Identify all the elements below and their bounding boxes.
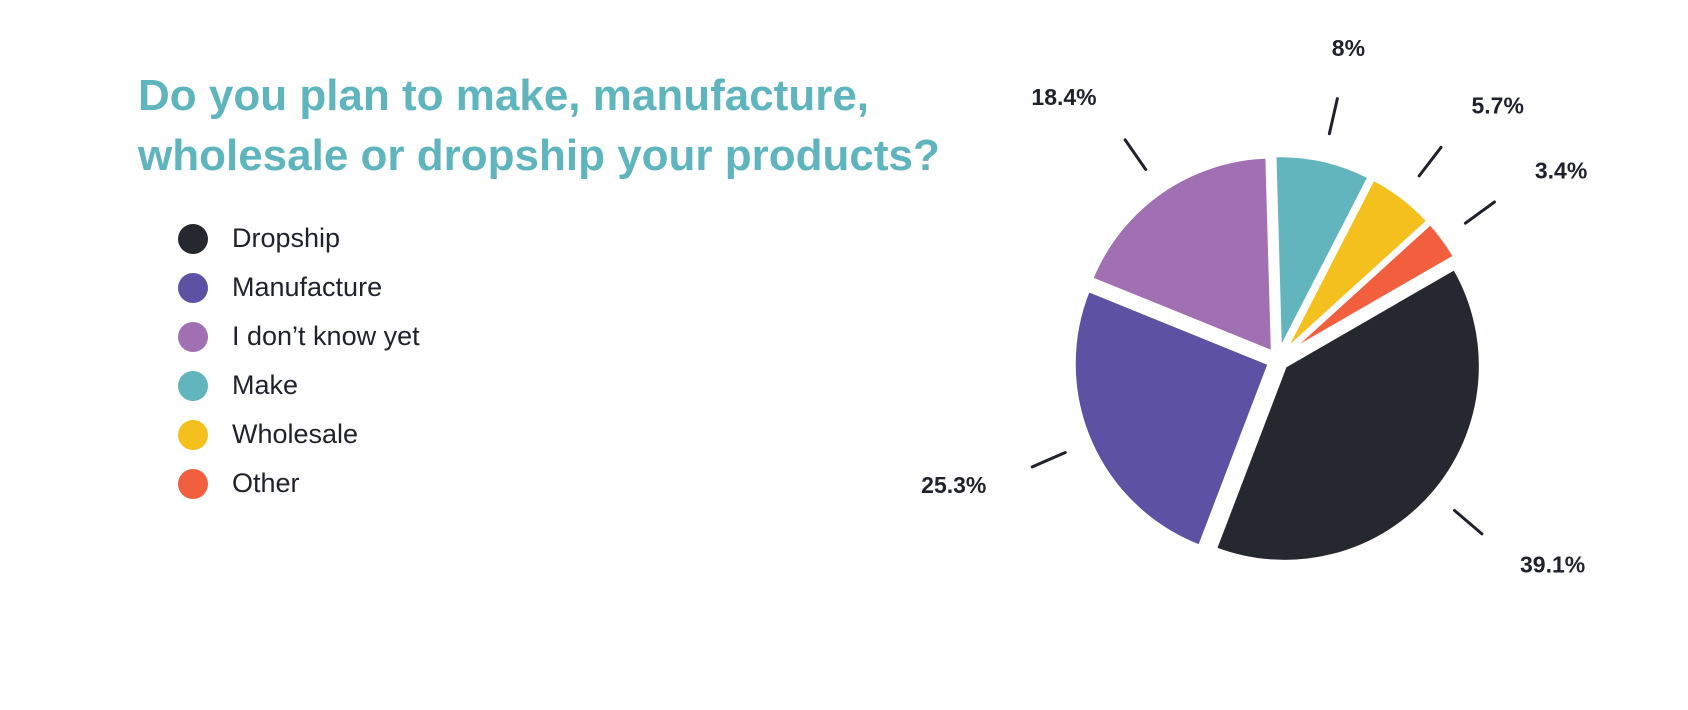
pie-slice-wholesale	[1281, 176, 1431, 355]
data-label-dropship: 39.1%	[1520, 551, 1585, 577]
leader-line-manufacture	[1030, 451, 1067, 469]
data-label-i-don-t-know-yet: 18.4%	[1031, 84, 1096, 110]
leader-line-i-don-t-know-yet	[1123, 138, 1148, 171]
legend-swatch-make	[178, 370, 208, 401]
data-label-manufacture: 25.3%	[921, 472, 986, 498]
legend-label-dont-know-yet: I don’t know yet	[232, 321, 420, 351]
legend-swatch-manufacture	[178, 272, 208, 303]
legend-label-other: Other	[232, 468, 300, 498]
legend-label-dropship: Dropship	[232, 223, 341, 253]
leader-line-dropship	[1453, 509, 1484, 536]
legend-label-manufacture: Manufacture	[232, 272, 383, 302]
chart-title: Do you plan to make, manufacture, wholes…	[138, 71, 940, 180]
leader-line-wholesale	[1417, 145, 1443, 178]
pie-slice-i-don-t-know-yet	[1089, 154, 1275, 355]
pie-slice-other	[1283, 220, 1458, 357]
data-label-wholesale: 5.7%	[1471, 93, 1523, 119]
legend-swatch-wholesale	[178, 419, 208, 450]
pie-slice-make	[1272, 153, 1372, 354]
leader-line-make	[1327, 97, 1339, 136]
legend-item-dropship: Dropship	[178, 214, 420, 263]
legend-label-make: Make	[232, 370, 299, 400]
legend-item-dont-know-yet: I don’t know yet	[178, 312, 420, 361]
legend-item-manufacture: Manufacture	[178, 263, 420, 312]
chart-legend: Dropship Manufacture I don’t know yet Ma…	[178, 214, 420, 508]
legend-swatch-other	[178, 468, 208, 499]
pie-slice-manufacture	[1071, 287, 1272, 549]
legend-label-wholesale: Wholesale	[232, 419, 359, 449]
data-label-make: 8%	[1332, 35, 1365, 61]
legend-item-wholesale: Wholesale	[178, 410, 420, 459]
legend-swatch-dont-know-yet	[178, 321, 208, 352]
pie-slice-dropship	[1212, 265, 1483, 564]
legend-item-other: Other	[178, 459, 420, 508]
leader-line-other	[1463, 200, 1496, 225]
legend-item-make: Make	[178, 361, 420, 410]
legend-swatch-dropship	[178, 223, 208, 254]
data-label-other: 3.4%	[1535, 158, 1587, 184]
